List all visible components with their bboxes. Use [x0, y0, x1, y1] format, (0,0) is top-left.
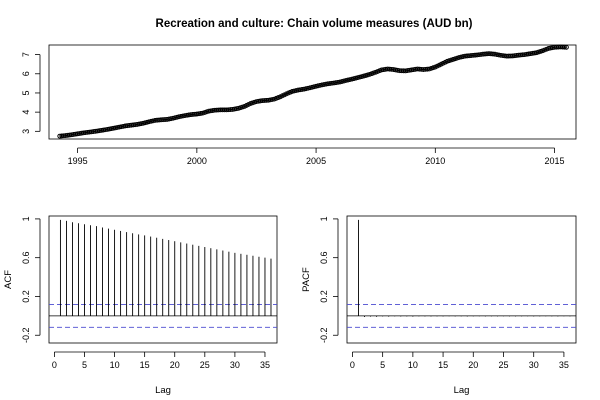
- plot-frame: [48, 44, 577, 140]
- x-tick-label: 2005: [306, 156, 326, 166]
- x-tick-label: 20: [170, 360, 180, 370]
- y-tick-label: 1: [319, 216, 329, 221]
- y-tick-label: 7: [21, 52, 31, 57]
- x-tick-label: 2010: [425, 156, 445, 166]
- x-tick-label: 30: [230, 360, 240, 370]
- chart-title: Recreation and culture: Chain volume mea…: [156, 18, 473, 30]
- y-tick-label: 5: [21, 90, 31, 95]
- data-point: [564, 44, 569, 50]
- y-tick-label: 0.6: [21, 251, 31, 264]
- x-axis-label: Lag: [454, 385, 470, 396]
- x-tick-label: 10: [408, 360, 418, 370]
- plot-frame: [346, 215, 577, 344]
- x-tick-label: 5: [380, 360, 385, 370]
- x-tick-label: 15: [438, 360, 448, 370]
- x-tick-label: 10: [110, 360, 120, 370]
- x-tick-label: 25: [498, 360, 508, 370]
- x-tick-label: 2000: [187, 156, 207, 166]
- x-tick-label: 0: [52, 360, 57, 370]
- x-tick-label: 5: [82, 360, 87, 370]
- y-tick-label: 4: [21, 110, 31, 115]
- x-tick-label: 1995: [68, 156, 88, 166]
- y-tick-label: 0.6: [319, 251, 329, 264]
- y-tick-label: 0.2: [319, 290, 329, 303]
- plot-frame: [48, 215, 278, 344]
- x-tick-label: 20: [468, 360, 478, 370]
- data-point: [562, 44, 567, 50]
- y-tick-label: -0.2: [319, 327, 329, 343]
- y-axis-label: PACF: [301, 267, 312, 292]
- y-axis-label: ACF: [3, 270, 14, 289]
- x-tick-label: 35: [559, 360, 569, 370]
- x-tick-label: 0: [350, 360, 355, 370]
- time-series-panel: 1995 2000 2005 2010 2015 3 4 5 6 7: [21, 44, 577, 166]
- x-tick-label: 2015: [545, 156, 565, 166]
- x-tick-label: 35: [260, 360, 270, 370]
- y-tick-label: 0.2: [21, 290, 31, 303]
- y-tick-label: 6: [21, 71, 31, 76]
- series-line: [59, 46, 567, 137]
- pacf-panel: 0 5 10 15 20 25 30 35 -0.2 0.2 0.6 1 Lag PACF: [301, 215, 577, 396]
- y-tick-label: 1: [21, 216, 31, 221]
- x-tick-label: 15: [140, 360, 150, 370]
- y-tick-label: 3: [21, 129, 31, 134]
- x-tick-label: 30: [529, 360, 539, 370]
- x-tick-label: 25: [200, 360, 210, 370]
- acf-panel: 0 5 10 15 20 25 30 35 -0.2 0.2 0.6 1 Lag ACF: [3, 215, 278, 396]
- x-axis-label: Lag: [155, 385, 171, 396]
- y-tick-label: -0.2: [21, 327, 31, 343]
